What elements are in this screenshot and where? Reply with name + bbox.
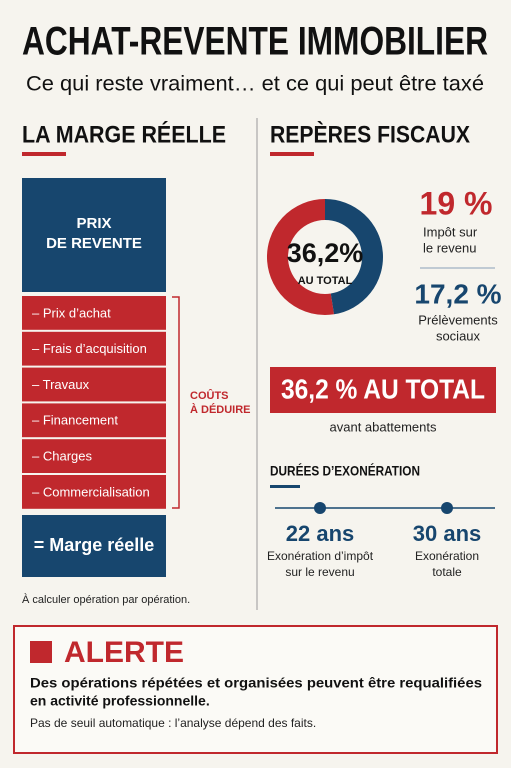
left-heading: LA MARGE RÉELLE: [22, 120, 226, 148]
subtitle: Ce qui reste vraiment… et ce qui peut êt…: [26, 73, 484, 96]
sale-price-label: PRIX: [76, 215, 111, 232]
duration-desc: sur le revenu: [285, 565, 354, 579]
timeline-dot: [314, 502, 326, 514]
cost-row: [22, 331, 166, 366]
cost-label: – Prix d’achat: [32, 305, 111, 320]
donut: [267, 199, 383, 315]
donut-segment: [267, 199, 335, 315]
alert-text: Des opérations répétées et organisées pe…: [30, 675, 482, 691]
cost-row: [22, 475, 166, 509]
duration-desc: Exonération: [415, 549, 479, 563]
right-heading: REPÈRES FISCAUX: [270, 120, 470, 148]
donut-center-value: 36,2%: [287, 238, 364, 268]
cost-label: – Travaux: [32, 377, 90, 392]
cost-list: – Prix d’achat – Frais d’acquisition – Tra…: [22, 296, 166, 509]
alert-icon: [30, 641, 52, 663]
result-label: = Marge réelle: [34, 535, 155, 555]
cost-label: – Charges: [32, 449, 92, 464]
sale-price-box: [22, 178, 166, 292]
costs-label: À DÉDUIRE: [190, 403, 251, 416]
cost-label: – Commercialisation: [32, 484, 150, 499]
social-desc: sociaux: [436, 328, 481, 343]
bracket: [172, 296, 180, 509]
timeline-dot: [441, 502, 453, 514]
heading-underline: [270, 485, 300, 488]
cost-row: [22, 296, 166, 330]
tax-desc: Impôt sur: [423, 224, 478, 239]
alert-text: en activité professionnelle.: [30, 693, 210, 709]
result-box: [22, 515, 166, 577]
alert-box: [13, 625, 498, 754]
heading-underline: [270, 152, 314, 156]
total-banner-text: 36,2 % AU TOTAL: [281, 373, 485, 404]
title: ACHAT-REVENTE IMMOBILIER: [22, 20, 488, 64]
duration-desc: Exonération d’impôt: [267, 549, 374, 563]
total-note: avant abattements: [330, 419, 437, 434]
duration-desc: totale: [432, 565, 462, 579]
note: À calculer opération par opération.: [22, 593, 190, 606]
cost-row: [22, 367, 166, 402]
cost-label: – Frais d’acquisition: [32, 341, 147, 356]
total-banner: [270, 367, 496, 413]
cost-label: – Financement: [32, 413, 118, 428]
social-value: 17,2 %: [414, 278, 501, 309]
alert-note: Pas de seuil automatique : l’analyse dép…: [30, 716, 316, 730]
tax-desc: le revenu: [423, 240, 476, 255]
donut-segment: [324, 199, 383, 315]
duration-value: 30 ans: [413, 521, 482, 546]
cost-row: [22, 403, 166, 438]
costs-label: COÛTS: [190, 389, 229, 402]
cost-row: [22, 439, 166, 473]
duration-value: 22 ans: [286, 521, 355, 546]
durations-heading: DURÉES D’EXONÉRATION: [270, 463, 420, 479]
heading-underline: [22, 152, 66, 156]
tax-value: 19 %: [420, 185, 493, 221]
sale-price-label: DE REVENTE: [46, 235, 142, 252]
social-desc: Prélèvements: [418, 312, 498, 327]
alert-title: ALERTE: [64, 636, 184, 669]
donut-center-label: AU TOTAL: [298, 275, 353, 287]
